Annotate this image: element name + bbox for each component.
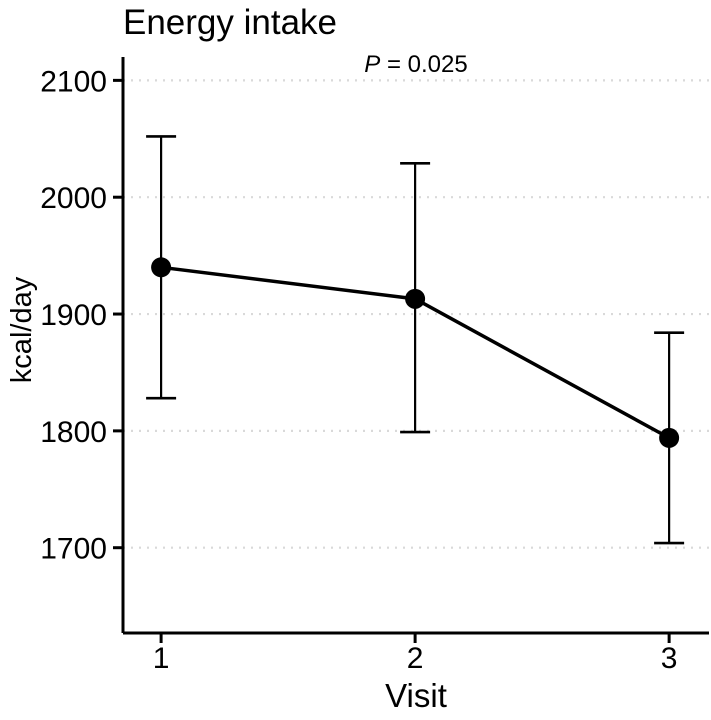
p-value-rest: = 0.025 xyxy=(380,51,467,78)
x-tick-label: 2 xyxy=(407,642,424,675)
y-tick-label: 1800 xyxy=(40,416,107,449)
data-point xyxy=(659,427,680,448)
chart-title: Energy intake xyxy=(123,3,337,42)
x-tick-label: 1 xyxy=(153,642,170,675)
p-value-symbol: P xyxy=(364,51,380,78)
data-point xyxy=(405,288,426,309)
x-tick-label: 3 xyxy=(661,642,678,675)
plot-area: 1700 1800 1900 2000 2100 1 2 3 xyxy=(40,57,709,675)
x-axis-title: Visit xyxy=(385,677,447,714)
p-value-annotation: P = 0.025 xyxy=(364,51,467,78)
data-point xyxy=(151,257,172,278)
y-tick-label: 1700 xyxy=(40,533,107,566)
y-axis-title: kcal/day xyxy=(6,276,38,383)
y-tick-label: 1900 xyxy=(40,299,107,332)
y-tick-label: 2000 xyxy=(40,182,107,215)
y-tick-label: 2100 xyxy=(40,65,107,98)
